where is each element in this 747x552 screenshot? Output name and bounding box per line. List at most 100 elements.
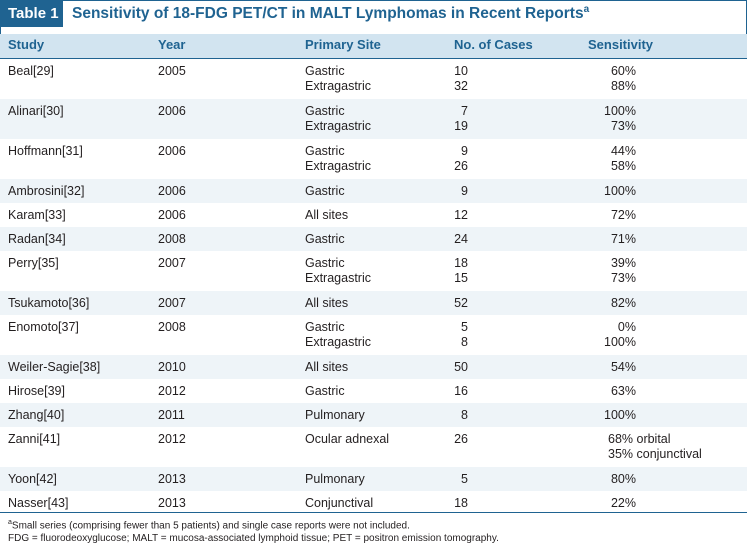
table-row: Tsukamoto[36] 2007 All sites 52 82% xyxy=(0,291,747,315)
cell-primary-site: Gastric xyxy=(305,64,345,78)
cell-study: Yoon[42] xyxy=(8,472,57,486)
footnote-a: aSmall series (comprising fewer than 5 p… xyxy=(8,515,410,533)
cell-cases: 18 xyxy=(454,256,468,270)
cell-sensitivity: 60% xyxy=(610,64,636,78)
cell-sensitivity: 35% conjunctival xyxy=(608,447,702,461)
cell-primary-site: Gastric xyxy=(305,184,345,198)
cell-primary-site: Gastric xyxy=(305,144,345,158)
cell-year: 2012 xyxy=(158,384,186,398)
cell-sensitivity: 88% xyxy=(610,79,636,93)
cell-cases: 9 xyxy=(461,184,468,198)
cell-cases: 5 xyxy=(461,320,468,334)
cell-primary-site: Pulmonary xyxy=(305,408,365,422)
cell-sensitivity: 100% xyxy=(604,184,636,198)
cell-primary-site: All sites xyxy=(305,360,349,374)
cell-sensitivity: 39% xyxy=(610,256,636,270)
footnote-a-marker: a xyxy=(8,519,12,526)
column-header-year: Year xyxy=(158,37,186,52)
cell-cases: 26 xyxy=(454,159,468,173)
cell-sensitivity: 100% xyxy=(604,408,636,422)
cell-year: 2010 xyxy=(158,360,186,374)
cell-year: 2006 xyxy=(158,208,186,222)
cell-sensitivity: 22% xyxy=(610,496,636,510)
cell-study: Hoffmann[31] xyxy=(8,144,83,158)
table-row: Karam[33] 2006 All sites 12 72% xyxy=(0,203,747,227)
cell-study: Alinari[30] xyxy=(8,104,64,118)
cell-study: Hirose[39] xyxy=(8,384,65,398)
cell-study: Beal[29] xyxy=(8,64,54,78)
table-title-text: Sensitivity of 18-FDG PET/CT in MALT Lym… xyxy=(72,5,584,22)
cell-year: 2007 xyxy=(158,296,186,310)
cell-study: Enomoto[37] xyxy=(8,320,79,334)
table-row: Zanni[41] 2012 Ocular adnexal 26 68% orbital… xyxy=(0,427,747,467)
cell-primary-site: Gastric xyxy=(305,320,345,334)
footnote-a-text: Small series (comprising fewer than 5 pa… xyxy=(11,520,410,532)
cell-primary-site: Gastric xyxy=(305,256,345,270)
cell-year: 2006 xyxy=(158,184,186,198)
cell-primary-site: All sites xyxy=(305,296,349,310)
cell-study: Perry[35] xyxy=(8,256,59,270)
cell-sensitivity: 58% xyxy=(610,159,636,173)
table-row: Nasser[43] 2013 Conjunctival 18 22% xyxy=(0,491,747,515)
cell-primary-site: Pulmonary xyxy=(305,472,365,486)
cell-sensitivity: 54% xyxy=(610,360,636,374)
cell-primary-site: Extragastric xyxy=(305,159,371,173)
table-row: Perry[35] 2007 Gastric Extragastric 18 15 39% 7… xyxy=(0,251,747,291)
cell-primary-site: Gastric xyxy=(305,232,345,246)
cell-study: Zanni[41] xyxy=(8,432,61,446)
cell-primary-site: Extragastric xyxy=(305,79,371,93)
cell-primary-site: Gastric xyxy=(305,104,345,118)
table-label: Table 1 xyxy=(1,1,63,27)
cell-sensitivity: 80% xyxy=(610,472,636,486)
column-header-sensitivity: Sensitivity xyxy=(588,37,654,52)
cell-cases: 9 xyxy=(461,144,468,158)
table-row: Radan[34] 2008 Gastric 24 71% xyxy=(0,227,747,251)
cell-primary-site: Ocular adnexal xyxy=(305,432,390,446)
column-header-cases: No. of Cases xyxy=(454,37,533,52)
cell-primary-site: Extragastric xyxy=(305,335,371,349)
cell-study: Ambrosini[32] xyxy=(8,184,85,198)
cell-year: 2011 xyxy=(158,408,185,422)
table-row: Beal[29] 2005 Gastric Extragastric 10 32 60% 88… xyxy=(0,59,747,99)
table-title: Sensitivity of 18-FDG PET/CT in MALT Lym… xyxy=(72,1,589,27)
cell-study: Weiler-Sagie[38] xyxy=(8,360,101,374)
cell-study: Zhang[40] xyxy=(8,408,65,422)
cell-study: Nasser[43] xyxy=(8,496,69,510)
table-footnotes: aSmall series (comprising fewer than 5 p… xyxy=(0,512,747,552)
cell-cases: 32 xyxy=(454,79,468,93)
cell-sensitivity: 73% xyxy=(610,271,636,285)
cell-cases: 26 xyxy=(454,432,468,446)
cell-cases: 8 xyxy=(461,335,468,349)
cell-year: 2006 xyxy=(158,104,186,118)
cell-primary-site: Conjunctival xyxy=(305,496,374,510)
column-header-study: Study xyxy=(8,37,45,52)
column-header-primary-site: Primary Site xyxy=(305,37,381,52)
cell-cases: 50 xyxy=(454,360,468,374)
cell-sensitivity: 44% xyxy=(610,144,636,158)
cell-sensitivity: 63% xyxy=(610,384,636,398)
cell-year: 2007 xyxy=(158,256,186,270)
table-row: Weiler-Sagie[38] 2010 All sites 50 54% xyxy=(0,355,747,379)
cell-year: 2005 xyxy=(158,64,186,78)
abbreviations-footnote: FDG = fluorodeoxyglucose; MALT = mucosa-… xyxy=(8,533,499,544)
cell-sensitivity: 71% xyxy=(610,232,636,246)
cell-cases: 10 xyxy=(454,64,468,78)
cell-year: 2013 xyxy=(158,472,186,486)
cell-study: Tsukamoto[36] xyxy=(8,296,90,310)
cell-sensitivity: 100% xyxy=(604,104,636,118)
cell-sensitivity: 0% xyxy=(617,320,636,334)
cell-year: 2008 xyxy=(158,320,186,334)
cell-cases: 24 xyxy=(454,232,468,246)
cell-cases: 52 xyxy=(454,296,468,310)
table-row: Yoon[42] 2013 Pulmonary 5 80% xyxy=(0,467,747,491)
cell-cases: 19 xyxy=(454,119,468,133)
cell-study: Radan[34] xyxy=(8,232,66,246)
cell-primary-site: Extragastric xyxy=(305,119,371,133)
cell-sensitivity: 82% xyxy=(610,296,636,310)
table-row: Ambrosini[32] 2006 Gastric 9 100% xyxy=(0,179,747,203)
table-header-row: Study Year Primary Site No. of Cases Sen… xyxy=(0,34,747,59)
cell-sensitivity: 72% xyxy=(610,208,636,222)
title-footnote-marker: a xyxy=(583,3,590,15)
cell-year: 2008 xyxy=(158,232,186,246)
